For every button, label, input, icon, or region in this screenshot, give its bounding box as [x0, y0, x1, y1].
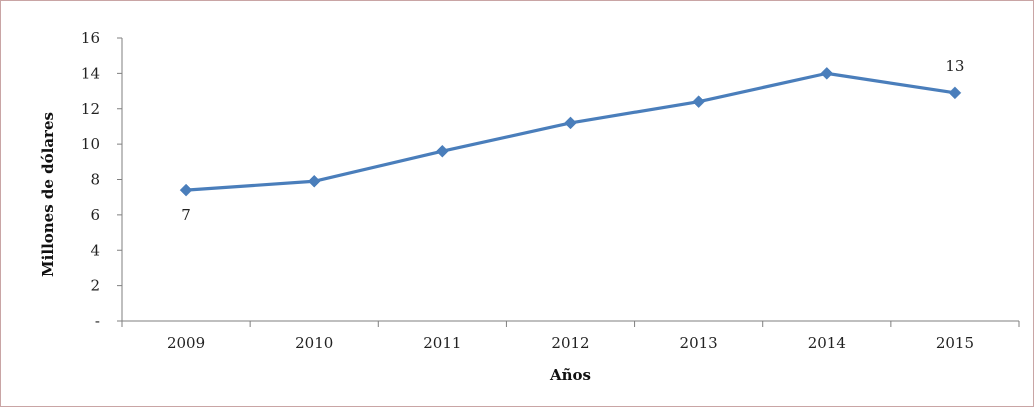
y-tick-label: -	[95, 312, 100, 330]
y-tick-label: 4	[90, 241, 100, 259]
x-tick-label: 2012	[551, 334, 589, 352]
x-axis-ticks: 2009 2010 2011 2012 2013 2014 2015	[121, 321, 1020, 352]
data-label: 7	[181, 206, 191, 224]
y-tick-label: 12	[81, 100, 100, 118]
x-tick-label: 2009	[167, 334, 205, 352]
data-point-marker	[692, 95, 705, 109]
data-point-marker	[820, 67, 834, 80]
x-tick-label: 2011	[423, 334, 461, 352]
x-tick-label: 2010	[295, 334, 333, 352]
data-point-marker	[436, 144, 449, 158]
x-tick-label: 2013	[680, 334, 718, 352]
y-tick-label: 14	[81, 64, 100, 82]
data-labels: 7 13	[181, 57, 964, 224]
y-tick-label: 8	[90, 171, 100, 189]
x-tick-label: 2015	[936, 334, 974, 352]
series-line	[185, 71, 956, 192]
data-label: 13	[945, 57, 964, 75]
x-axis-title: Años	[549, 366, 591, 384]
data-point-marker	[948, 86, 962, 100]
y-tick-label: 6	[90, 206, 100, 224]
y-tick-label: 2	[90, 277, 100, 295]
data-point-marker	[307, 174, 321, 188]
series-layer	[179, 67, 962, 197]
data-point-marker	[179, 183, 193, 197]
y-tick-label: 10	[81, 135, 100, 153]
data-point-marker	[564, 116, 577, 130]
y-axis-title: Millones de dólares	[39, 112, 57, 277]
x-tick-label: 2014	[808, 334, 846, 352]
y-axis-ticks: - 2 4 6 8 10 12 14 16	[81, 29, 122, 330]
chart-axes	[121, 38, 1019, 322]
y-tick-label: 16	[81, 29, 100, 47]
